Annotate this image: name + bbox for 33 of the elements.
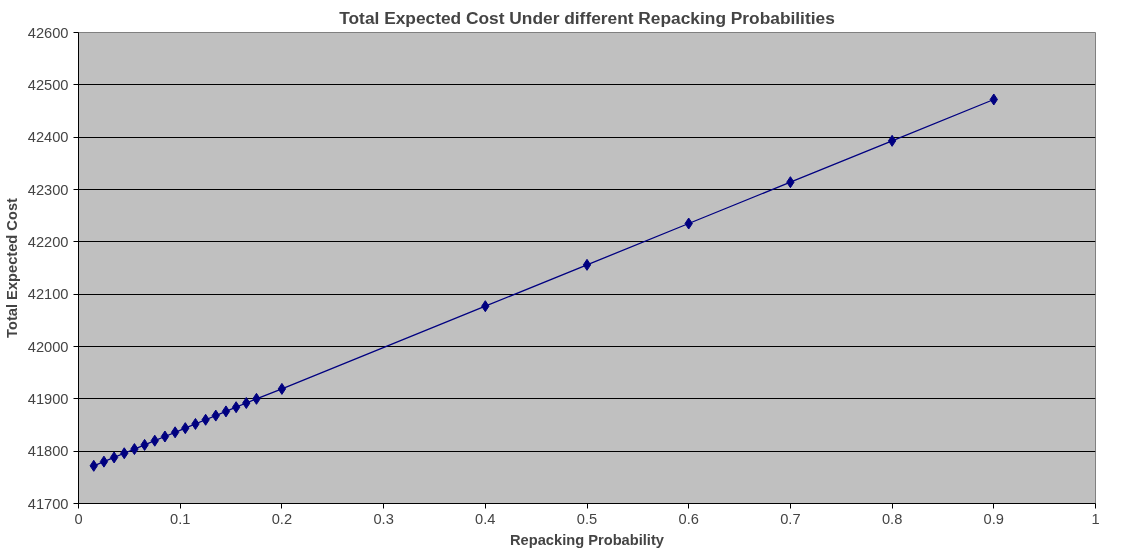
y-tick-label: 42600 (27, 24, 69, 41)
y-tick-label: 42500 (27, 76, 69, 93)
y-tick-label: 42200 (27, 233, 69, 250)
x-tick-label: 0.7 (780, 510, 801, 527)
point (887, 134, 897, 147)
point (170, 426, 180, 439)
point (231, 401, 241, 414)
x-tick-label: 0.8 (881, 510, 903, 527)
y-axis-title: Total Expected Cost (3, 197, 20, 338)
point (160, 430, 170, 443)
x-tick-label: 0.5 (576, 510, 598, 527)
point (99, 455, 109, 468)
point (109, 451, 119, 464)
y-tick-label: 41700 (27, 495, 69, 512)
y-tick-label: 42400 (27, 129, 69, 146)
x-tick-label: 1 (1091, 510, 1100, 527)
y-tick-label: 41900 (27, 390, 69, 407)
y-tick-label: 42000 (27, 338, 69, 355)
y-tick-label: 42100 (27, 286, 69, 303)
x-tick-label: 0 (74, 510, 83, 527)
x-tick-label: 0.3 (373, 510, 394, 527)
point (277, 382, 287, 395)
y-tick-label: 42300 (27, 181, 69, 198)
y-tick-label: 41800 (27, 443, 69, 460)
chart-title: Total Expected Cost Under different Repacking Probabilities (339, 7, 835, 28)
x-tick-label: 0.1 (170, 510, 191, 527)
point (221, 405, 231, 418)
x-tick-label: 0.4 (475, 510, 496, 527)
x-tick-label: 0.6 (678, 510, 699, 527)
x-tick-label: 0.2 (271, 510, 293, 527)
x-axis-title: Repacking Probability (510, 531, 665, 548)
point (582, 258, 592, 271)
x-tick-label: 0.9 (983, 510, 1004, 527)
